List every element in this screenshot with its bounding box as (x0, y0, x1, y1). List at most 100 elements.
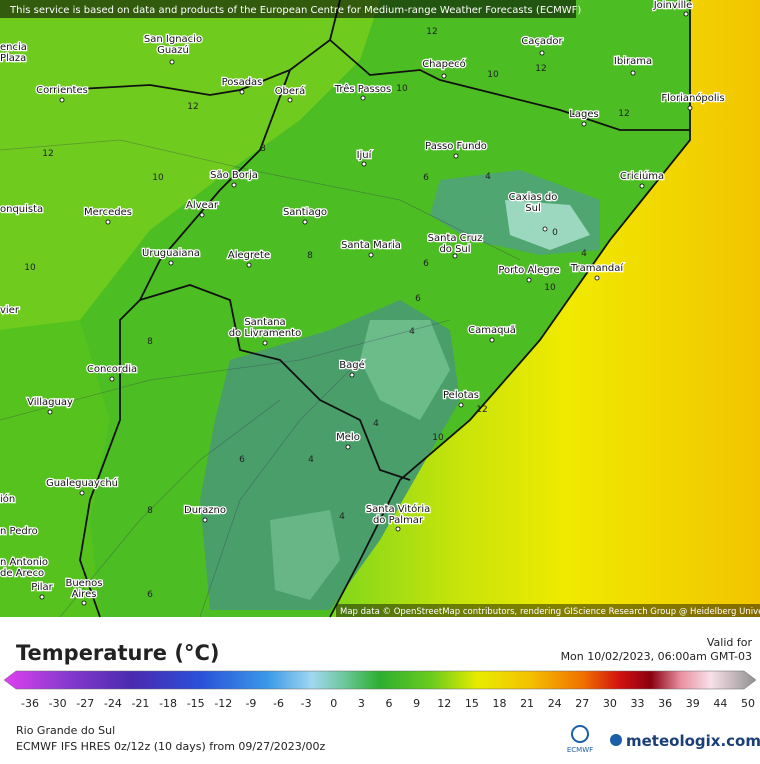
city-label: Plaza (0, 53, 26, 64)
city-dot (368, 252, 374, 258)
city-label: Santana (244, 317, 285, 328)
contour-label: 8 (307, 251, 313, 261)
contour-label: 4 (339, 512, 345, 522)
legend-tick-label: -27 (76, 697, 94, 710)
city-dot (345, 444, 351, 450)
legend-tick-label: -9 (245, 697, 256, 710)
roads (0, 139, 521, 618)
contour-label: 4 (409, 327, 415, 337)
legend-tick-label: -36 (21, 697, 39, 710)
contour-label: 6 (415, 294, 421, 304)
contour-label: 6 (239, 455, 245, 465)
city-label: Oberá (275, 85, 306, 97)
city-dot (47, 409, 53, 415)
city-label: Mercedes (84, 207, 132, 218)
city-label: Chapecó (422, 58, 466, 70)
city-label: Ijuí (357, 149, 373, 161)
contour-label: 12 (476, 405, 487, 415)
city-label: Concordia (87, 364, 137, 375)
city-label: Joinville (653, 0, 693, 11)
contour-label: 12 (426, 27, 437, 37)
attribution: Map data © OpenStreetMap contributors, r… (340, 607, 760, 617)
city-dot (526, 277, 532, 283)
city-label: São Borja (210, 170, 258, 181)
border (79, 69, 291, 618)
model: ECMWF IFS HRES 0z/12z (10 days) from 09/… (16, 740, 326, 753)
meteologix-icon (610, 734, 622, 746)
meteologix-logo: meteologix.com (626, 732, 760, 750)
contour-label: 4 (485, 172, 491, 182)
contour-label: 12 (187, 102, 198, 112)
city-dot (287, 97, 293, 103)
city-dot (594, 275, 600, 281)
legend-tick-label: 15 (465, 697, 479, 710)
city-dot (59, 97, 65, 103)
legend-tick-label: -24 (104, 697, 122, 710)
contour-labels: 12 10 12 12 10 12 12 10 8 6 4 0 4 8 10 6 6 10 4 8 12 10 4 6 4 8 4 6 (24, 27, 629, 600)
city-label: Bagé (339, 359, 365, 371)
city-dot (441, 73, 447, 79)
contour-label: 12 (618, 109, 629, 119)
border (329, 39, 690, 131)
contour-label: 6 (147, 590, 153, 600)
ocean (330, 0, 760, 617)
legend-tick-label: -6 (273, 697, 284, 710)
city-label: Guazú (157, 44, 189, 56)
coastline (329, 0, 691, 618)
city-label: Villaguay (27, 397, 73, 408)
city-label: Posadas (222, 77, 263, 88)
city-dot (262, 340, 268, 346)
city-dot (302, 219, 308, 225)
city-label: Pilar (31, 582, 53, 593)
contour-label: 10 (152, 173, 164, 183)
contour-label: 6 (423, 259, 429, 269)
city-dot (239, 89, 245, 95)
city-label: de Areco (0, 568, 44, 579)
city-label: do Sul (439, 244, 470, 255)
city-dot (687, 105, 693, 111)
city-label: Santa Maria (341, 240, 401, 251)
contour-label: 0 (552, 228, 558, 238)
city-dot (105, 219, 111, 225)
city-dot (395, 526, 401, 532)
city-label: Criciúma (620, 170, 664, 182)
notice: This service is based on data and produc… (9, 5, 581, 16)
legend-tick-label: 24 (548, 697, 562, 710)
contour-label: 12 (535, 64, 546, 74)
contour-label: 10 (24, 263, 36, 273)
city-dot (231, 182, 237, 188)
city-label: Melo (336, 432, 360, 443)
city-dot (539, 50, 545, 56)
city-dot (453, 153, 459, 159)
valid-time: Mon 10/02/2023, 06:00am GMT-03 (561, 650, 752, 663)
contour-label: 10 (396, 84, 408, 94)
cool-area (360, 320, 450, 420)
attribution-bg (336, 604, 760, 617)
legend-tick-label: -12 (214, 697, 232, 710)
legend: Temperature (°C) Valid for Mon 10/02/202… (3, 636, 760, 754)
legend-tick-label: -21 (131, 697, 149, 710)
valid-label: Valid for (707, 636, 753, 649)
city-label: Buenos (65, 578, 102, 589)
contour-label: 10 (544, 283, 556, 293)
legend-tick-label: -3 (301, 697, 312, 710)
legend-tick-label: 44 (713, 697, 727, 710)
city-dot (458, 402, 464, 408)
legend-tick-label: 6 (386, 697, 393, 710)
city-dot (246, 262, 252, 268)
city-dot (683, 11, 689, 17)
contour-label: 8 (147, 337, 153, 347)
city-dot (361, 161, 367, 167)
legend-ticks: -36 -30 -27 -24 -21 -18 -15 -12 -9 -6 -3 0 3 6 9 12 15 18… (21, 697, 755, 710)
city-label: n Antonio (0, 557, 48, 568)
city-label: San Ignacio (144, 34, 202, 45)
city-label: Lages (569, 109, 598, 120)
contour-label: 8 (260, 144, 266, 154)
city-label: onquista (0, 204, 43, 215)
city-label: Três Passos (334, 83, 392, 95)
city-dot (202, 517, 208, 523)
colorbar (3, 670, 757, 690)
city-dot (581, 121, 587, 127)
contour-label: 6 (423, 173, 429, 183)
city-label: Camaquã (468, 325, 516, 336)
